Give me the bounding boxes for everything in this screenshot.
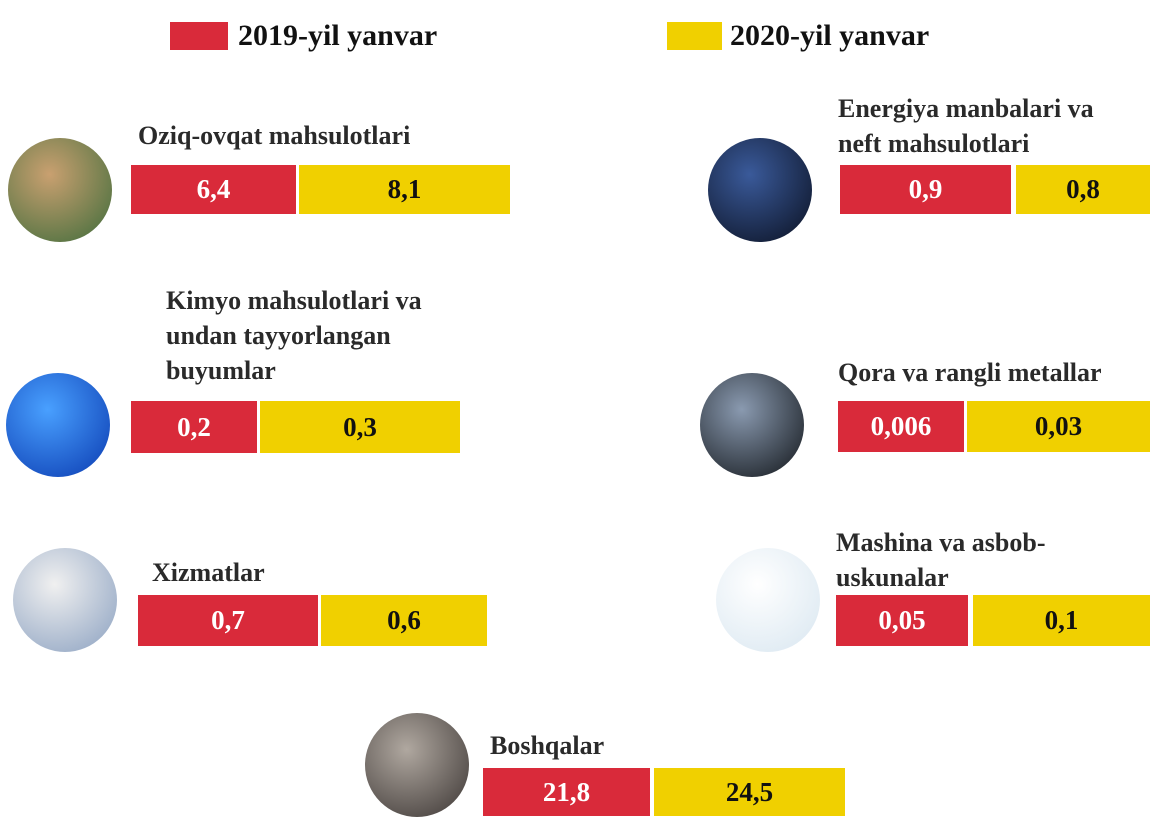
item-title: Boshqalar xyxy=(490,728,604,763)
legend-swatch xyxy=(667,22,722,50)
value-2019: 0,9 xyxy=(840,165,1011,214)
item-title: Energiya manbalari va xyxy=(838,91,1094,126)
legend-swatch xyxy=(170,22,228,50)
value-2020: 0,8 xyxy=(1016,165,1150,214)
value-2019: 0,006 xyxy=(838,401,964,452)
value-2020: 8,1 xyxy=(299,165,510,214)
item-title: Oziq-ovqat mahsulotlari xyxy=(138,118,410,153)
icon xyxy=(700,373,804,477)
item-title: buyumlar xyxy=(166,353,276,388)
value-2019: 6,4 xyxy=(131,165,296,214)
icon xyxy=(365,713,469,817)
page: {"legend": ["2019-yil yanvar", "2020-yil… xyxy=(0,0,1159,818)
legend-label: 2020-yil yanvar xyxy=(730,19,929,53)
item-title: Mashina va asbob- xyxy=(836,525,1046,560)
value-2020: 0,03 xyxy=(967,401,1150,452)
item-title: Xizmatlar xyxy=(152,555,265,590)
legend-label: 2019-yil yanvar xyxy=(238,19,437,53)
icon xyxy=(8,138,112,242)
value-2020: 0,6 xyxy=(321,595,487,646)
item-title: Qora va rangli metallar xyxy=(838,355,1102,390)
value-2019: 21,8 xyxy=(483,768,650,816)
icon xyxy=(708,138,812,242)
item-title: Kimyo mahsulotlari va xyxy=(166,283,422,318)
item-title: undan tayyorlangan xyxy=(166,318,391,353)
value-2020: 0,3 xyxy=(260,401,460,453)
value-2020: 24,5 xyxy=(654,768,845,816)
value-2019: 0,2 xyxy=(131,401,257,453)
item-title: uskunalar xyxy=(836,560,949,595)
icon xyxy=(716,548,820,652)
value-2019: 0,05 xyxy=(836,595,968,646)
item-title: neft mahsulotlari xyxy=(838,126,1029,161)
value-2020: 0,1 xyxy=(973,595,1150,646)
icon xyxy=(13,548,117,652)
value-2019: 0,7 xyxy=(138,595,318,646)
icon xyxy=(6,373,110,477)
